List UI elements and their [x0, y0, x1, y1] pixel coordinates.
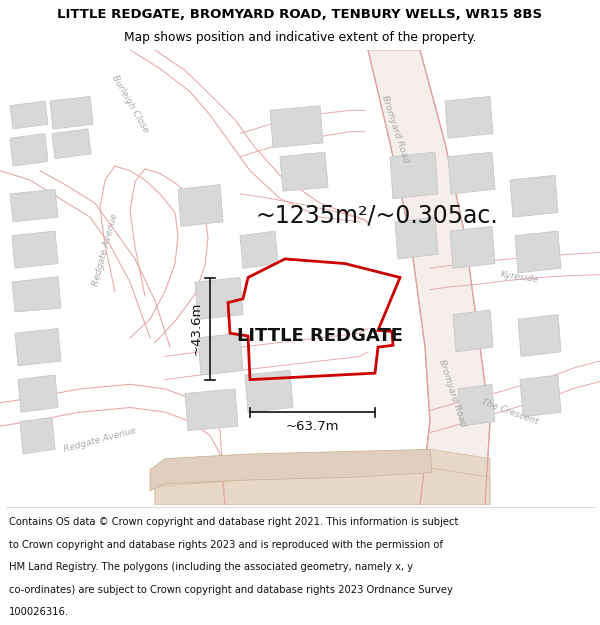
- Polygon shape: [510, 176, 558, 217]
- Polygon shape: [150, 449, 432, 491]
- Polygon shape: [10, 189, 58, 222]
- Polygon shape: [155, 449, 490, 505]
- Polygon shape: [12, 277, 61, 312]
- Polygon shape: [520, 375, 561, 417]
- Text: HM Land Registry. The polygons (including the associated geometry, namely x, y: HM Land Registry. The polygons (includin…: [9, 562, 413, 572]
- Polygon shape: [368, 50, 490, 505]
- Polygon shape: [453, 310, 493, 352]
- Polygon shape: [445, 96, 493, 138]
- Text: ~63.7m: ~63.7m: [286, 419, 339, 432]
- Polygon shape: [10, 101, 48, 129]
- Text: ~1235m²/~0.305ac.: ~1235m²/~0.305ac.: [255, 203, 498, 228]
- Text: Kyreside: Kyreside: [500, 271, 540, 284]
- Polygon shape: [395, 217, 438, 259]
- Polygon shape: [195, 278, 243, 319]
- Polygon shape: [245, 371, 293, 412]
- Text: Contains OS data © Crown copyright and database right 2021. This information is : Contains OS data © Crown copyright and d…: [9, 517, 458, 527]
- Polygon shape: [20, 418, 55, 454]
- Polygon shape: [18, 375, 58, 412]
- Text: Redgate Avenue: Redgate Avenue: [63, 426, 137, 454]
- Polygon shape: [185, 389, 238, 431]
- Polygon shape: [458, 384, 495, 426]
- Text: Bromyard Road: Bromyard Road: [380, 94, 410, 164]
- Polygon shape: [240, 231, 278, 268]
- Text: Bromyard Road: Bromyard Road: [437, 359, 467, 428]
- Polygon shape: [178, 184, 223, 226]
- Text: to Crown copyright and database rights 2023 and is reproduced with the permissio: to Crown copyright and database rights 2…: [9, 539, 443, 549]
- Text: Burleigh Close: Burleigh Close: [110, 74, 150, 134]
- Text: LITTLE REDGATE, BROMYARD ROAD, TENBURY WELLS, WR15 8BS: LITTLE REDGATE, BROMYARD ROAD, TENBURY W…: [58, 8, 542, 21]
- Polygon shape: [390, 152, 438, 199]
- Polygon shape: [12, 231, 58, 268]
- Polygon shape: [10, 134, 48, 166]
- Polygon shape: [450, 226, 495, 268]
- Polygon shape: [280, 152, 328, 191]
- Text: co-ordinates) are subject to Crown copyright and database rights 2023 Ordnance S: co-ordinates) are subject to Crown copyr…: [9, 584, 453, 594]
- Text: Map shows position and indicative extent of the property.: Map shows position and indicative extent…: [124, 31, 476, 44]
- Polygon shape: [50, 96, 93, 129]
- Text: LITTLE REDGATE: LITTLE REDGATE: [237, 327, 403, 345]
- Polygon shape: [270, 106, 323, 148]
- Text: Redgate Avenue: Redgate Avenue: [91, 213, 119, 287]
- Polygon shape: [15, 329, 61, 366]
- Polygon shape: [155, 468, 490, 505]
- Polygon shape: [518, 314, 561, 356]
- Text: ~43.6m: ~43.6m: [190, 302, 203, 355]
- Text: The Crescent: The Crescent: [481, 398, 539, 427]
- Polygon shape: [52, 129, 91, 159]
- Polygon shape: [448, 152, 495, 194]
- Polygon shape: [198, 333, 243, 375]
- Polygon shape: [515, 231, 561, 273]
- Text: 100026316.: 100026316.: [9, 608, 69, 618]
